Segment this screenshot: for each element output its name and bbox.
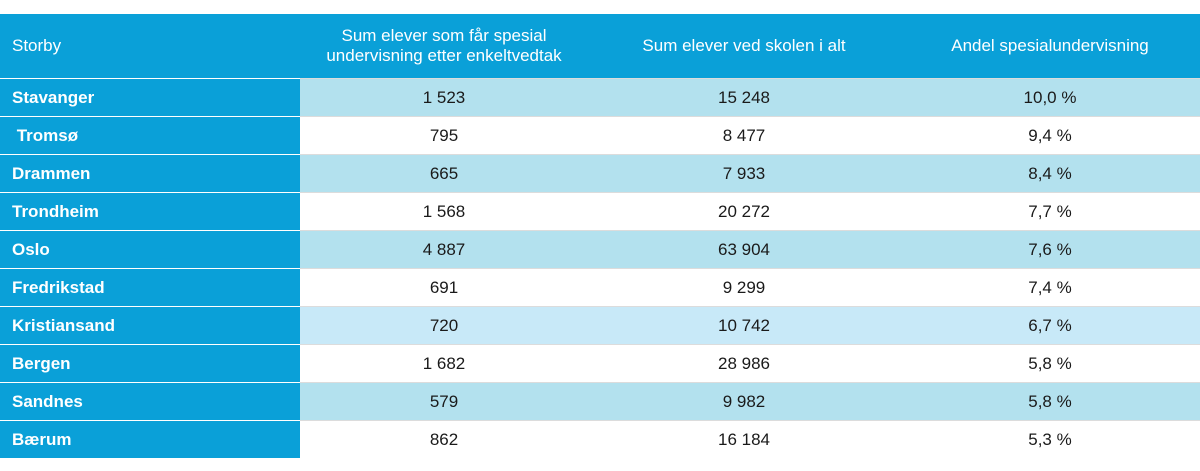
share-cell: 7,4 % (900, 268, 1200, 307)
city-cell: Kristiansand (0, 306, 300, 345)
city-cell: Trondheim (0, 192, 300, 231)
table-row: Oslo 4 887 63 904 7,6 % (0, 230, 1200, 269)
table-body: Stavanger 1 523 15 248 10,0 % Tromsø 795… (0, 78, 1200, 458)
special-education-table: Storby Sum elever som får spesial underv… (0, 14, 1200, 458)
city-cell: Bergen (0, 344, 300, 383)
table-row: Bærum 862 16 184 5,3 % (0, 420, 1200, 458)
total-cell: 8 477 (588, 116, 900, 155)
table-row: Trondheim 1 568 20 272 7,7 % (0, 192, 1200, 231)
city-cell: Sandnes (0, 382, 300, 421)
total-cell: 20 272 (588, 192, 900, 231)
city-cell: Fredrikstad (0, 268, 300, 307)
special-ed-cell: 691 (300, 268, 588, 307)
header-share: Andel spesialundervisning (900, 14, 1200, 79)
city-cell: Stavanger (0, 78, 300, 117)
special-ed-cell: 1 523 (300, 78, 588, 117)
table-row: Bergen 1 682 28 986 5,8 % (0, 344, 1200, 383)
table-row: Drammen 665 7 933 8,4 % (0, 154, 1200, 193)
total-cell: 15 248 (588, 78, 900, 117)
share-cell: 5,8 % (900, 382, 1200, 421)
table-row: Kristiansand 720 10 742 6,7 % (0, 306, 1200, 345)
total-cell: 7 933 (588, 154, 900, 193)
special-ed-cell: 862 (300, 420, 588, 458)
table-header: Storby Sum elever som får spesial underv… (0, 14, 1200, 79)
special-ed-cell: 665 (300, 154, 588, 193)
share-cell: 7,7 % (900, 192, 1200, 231)
share-cell: 6,7 % (900, 306, 1200, 345)
table-row: Fredrikstad 691 9 299 7,4 % (0, 268, 1200, 307)
special-ed-cell: 1 682 (300, 344, 588, 383)
total-cell: 9 299 (588, 268, 900, 307)
share-cell: 5,3 % (900, 420, 1200, 458)
share-cell: 10,0 % (900, 78, 1200, 117)
table-row: Stavanger 1 523 15 248 10,0 % (0, 78, 1200, 117)
special-ed-cell: 4 887 (300, 230, 588, 269)
special-ed-cell: 795 (300, 116, 588, 155)
share-cell: 7,6 % (900, 230, 1200, 269)
city-cell: Drammen (0, 154, 300, 193)
table-row: Tromsø 795 8 477 9,4 % (0, 116, 1200, 155)
header-row: Storby Sum elever som får spesial underv… (0, 14, 1200, 79)
table-row: Sandnes 579 9 982 5,8 % (0, 382, 1200, 421)
total-cell: 9 982 (588, 382, 900, 421)
total-cell: 63 904 (588, 230, 900, 269)
special-ed-cell: 579 (300, 382, 588, 421)
special-ed-cell: 720 (300, 306, 588, 345)
total-cell: 28 986 (588, 344, 900, 383)
city-cell: Tromsø (0, 116, 300, 155)
total-cell: 10 742 (588, 306, 900, 345)
table-container: Storby Sum elever som får spesial underv… (0, 14, 1200, 458)
total-cell: 16 184 (588, 420, 900, 458)
header-special-ed: Sum elever som får spesial undervisning … (300, 14, 588, 79)
share-cell: 9,4 % (900, 116, 1200, 155)
share-cell: 8,4 % (900, 154, 1200, 193)
special-ed-cell: 1 568 (300, 192, 588, 231)
city-cell: Oslo (0, 230, 300, 269)
share-cell: 5,8 % (900, 344, 1200, 383)
header-city: Storby (0, 14, 300, 79)
city-cell: Bærum (0, 420, 300, 458)
header-total: Sum elever ved skolen i alt (588, 14, 900, 79)
